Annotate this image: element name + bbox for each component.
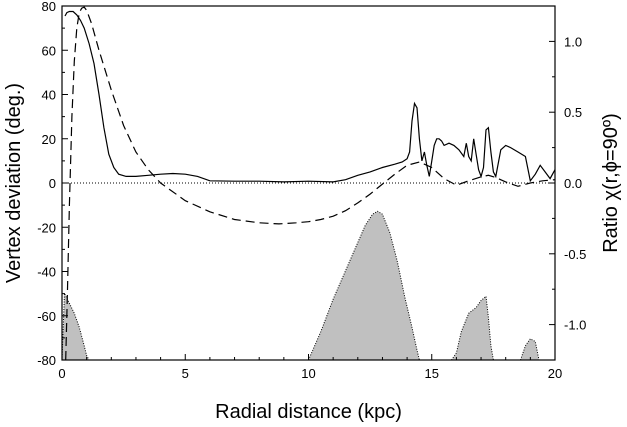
- y-tick-label: 40: [42, 88, 56, 103]
- y-tick-label: -20: [37, 220, 56, 235]
- y-axis-right: -1.0 -0.5 0.0 0.5 1.0: [549, 5, 586, 361]
- y-axis-left: -80 -60 -40 -20 0 20 40 60 80: [37, 0, 68, 368]
- y2-tick-label: -0.5: [564, 247, 586, 262]
- y-axis-left-title: Vertex deviation (deg.): [3, 83, 25, 283]
- y-axis-right-title: Ratio χ(r,ϕ=90º): [600, 113, 622, 253]
- filled-area-region: [450, 295, 494, 361]
- y2-tick-label: 0.0: [564, 176, 582, 191]
- y-tick-label: 80: [42, 0, 56, 14]
- dashed-series-line: [65, 6, 556, 361]
- y2-tick-label: -1.0: [564, 318, 586, 333]
- y-tick-label: -40: [37, 265, 56, 280]
- x-tick-label: 0: [58, 366, 65, 381]
- filled-area-region: [307, 210, 421, 361]
- y2-tick-label: 1.0: [564, 34, 582, 49]
- y2-tick-label: 0.5: [564, 105, 582, 120]
- y-tick-label: 0: [49, 176, 56, 191]
- filled-area-layer: [61, 210, 540, 361]
- x-tick-label: 10: [301, 366, 315, 381]
- y-tick-label: 20: [42, 132, 56, 147]
- solid-series-line: [64, 10, 556, 183]
- filled-area-region: [61, 293, 90, 361]
- x-tick-label: 20: [548, 366, 562, 381]
- x-tick-label: 5: [182, 366, 189, 381]
- y-tick-label: 60: [42, 43, 56, 58]
- series-layer: [64, 6, 556, 361]
- y-tick-label: -60: [37, 309, 56, 324]
- x-tick-label: 15: [425, 366, 439, 381]
- x-axis: 0 5 10 15 20: [58, 354, 562, 381]
- y-tick-label: -80: [37, 353, 56, 368]
- filled-area-region: [519, 338, 540, 361]
- x-axis-title: Radial distance (kpc): [215, 401, 402, 423]
